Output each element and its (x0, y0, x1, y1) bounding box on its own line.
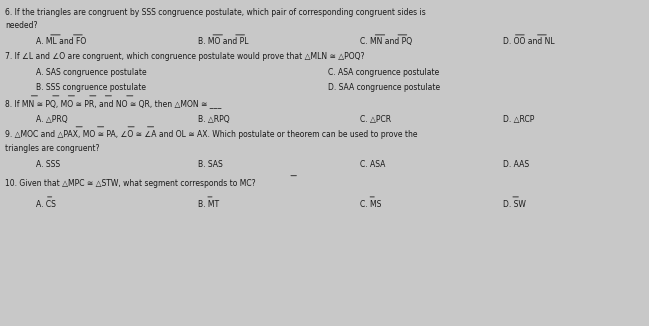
Text: C. △PCR: C. △PCR (360, 115, 391, 124)
Text: needed?: needed? (5, 21, 38, 30)
Text: D. △RCP: D. △RCP (503, 115, 534, 124)
Text: C. ASA congruence postulate: C. ASA congruence postulate (328, 68, 439, 78)
Text: A. △PRQ: A. △PRQ (36, 115, 67, 124)
Text: C. ASA: C. ASA (360, 160, 386, 169)
Text: B. SSS congruence postulate: B. SSS congruence postulate (36, 83, 145, 92)
Text: 6. If the triangles are congruent by SSS congruence postulate, which pair of cor: 6. If the triangles are congruent by SSS… (5, 8, 426, 17)
Text: C. MN and PQ: C. MN and PQ (360, 37, 412, 47)
Text: D. SAA congruence postulate: D. SAA congruence postulate (328, 83, 440, 92)
Text: D. OO and NL: D. OO and NL (503, 37, 555, 47)
Text: 10. Given that △MPC ≅ △STW, what segment corresponds to MC?: 10. Given that △MPC ≅ △STW, what segment… (5, 179, 256, 188)
Text: A. CS: A. CS (36, 200, 56, 210)
Text: C. MS: C. MS (360, 200, 382, 210)
Text: A. ML and FO: A. ML and FO (36, 37, 86, 47)
Text: A. SSS: A. SSS (36, 160, 60, 169)
Text: D. SW: D. SW (503, 200, 526, 210)
Text: 8. If MN ≅ PQ, MO ≅ PR, and NO ≅ QR, then △MON ≅ ___: 8. If MN ≅ PQ, MO ≅ PR, and NO ≅ QR, the… (5, 99, 221, 109)
Text: 7. If ∠L and ∠O are congruent, which congruence postulate would prove that △MLN : 7. If ∠L and ∠O are congruent, which con… (5, 52, 365, 61)
Text: A. SAS congruence postulate: A. SAS congruence postulate (36, 68, 146, 78)
Text: B. MT: B. MT (198, 200, 219, 210)
Text: triangles are congruent?: triangles are congruent? (5, 144, 100, 153)
Text: B. △RPQ: B. △RPQ (198, 115, 230, 124)
Text: D. AAS: D. AAS (503, 160, 529, 169)
Text: 9. △MOC and △PAX, MO ≅ PA, ∠O ≅ ∠A and OL ≅ AX. Which postulate or theorem can b: 9. △MOC and △PAX, MO ≅ PA, ∠O ≅ ∠A and O… (5, 130, 418, 140)
Text: B. SAS: B. SAS (198, 160, 223, 169)
Text: B. MO and PL: B. MO and PL (198, 37, 249, 47)
